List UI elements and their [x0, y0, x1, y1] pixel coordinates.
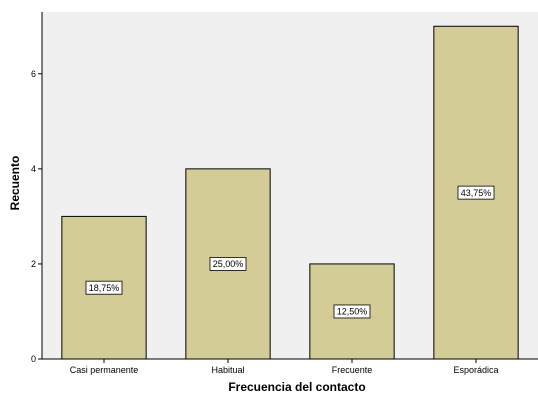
y-tick-label: 0 — [31, 354, 36, 364]
data-label: 18,75% — [89, 283, 120, 293]
data-label: 12,50% — [337, 307, 368, 317]
y-axis: 0 2 4 6 — [31, 12, 43, 364]
data-label-box — [333, 304, 371, 319]
y-tick-label: 2 — [31, 259, 36, 269]
x-axis-title: Frecuencia del contacto — [228, 380, 365, 394]
data-label-box — [85, 280, 123, 295]
y-tick-label: 6 — [31, 69, 36, 79]
data-label: 25,00% — [213, 259, 244, 269]
x-tick-label: Frecuente — [332, 365, 373, 375]
x-tick-label: Habitual — [211, 365, 244, 375]
y-axis-title: Recuento — [8, 156, 22, 211]
data-label-box — [457, 185, 495, 200]
data-label: 43,75% — [461, 188, 492, 198]
y-tick-label: 4 — [31, 164, 36, 174]
bars — [61, 25, 519, 360]
x-tick-label: Esporádica — [453, 365, 498, 375]
data-label-box — [209, 257, 247, 271]
x-tick-label: Casi permanente — [70, 365, 139, 375]
x-axis: Casi permanente Habitual Frecuente Esporádi… — [42, 358, 538, 375]
data-labels: 18,75% 25,00% 12,50% 43,75% — [85, 185, 495, 319]
